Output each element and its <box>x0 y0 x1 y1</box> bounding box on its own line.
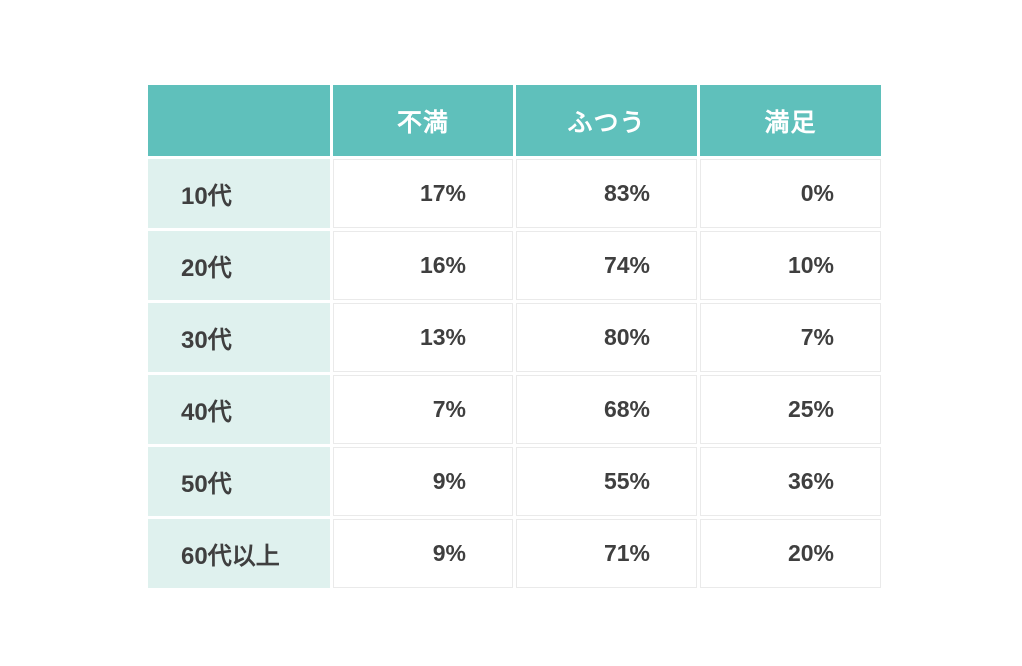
header-cell-neutral: ふつう <box>516 85 697 156</box>
value-cell: 7% <box>700 303 881 372</box>
value-cell: 83% <box>516 159 697 228</box>
value-cell: 71% <box>516 519 697 588</box>
row-label-cell: 20代 <box>148 231 330 300</box>
value-cell: 7% <box>333 375 513 444</box>
value-cell: 10% <box>700 231 881 300</box>
value-cell: 55% <box>516 447 697 516</box>
value-cell: 36% <box>700 447 881 516</box>
satisfaction-by-age-table: 不満 ふつう 満足 10代 17% 83% 0% 20代 16% 74% 10%… <box>148 85 881 588</box>
value-cell: 17% <box>333 159 513 228</box>
value-cell: 80% <box>516 303 697 372</box>
value-cell: 16% <box>333 231 513 300</box>
value-cell: 9% <box>333 447 513 516</box>
value-cell: 74% <box>516 231 697 300</box>
header-cell-dissatisfied: 不満 <box>333 85 513 156</box>
value-cell: 68% <box>516 375 697 444</box>
header-cell-empty <box>148 85 330 156</box>
value-cell: 9% <box>333 519 513 588</box>
row-label-cell: 50代 <box>148 447 330 516</box>
value-cell: 20% <box>700 519 881 588</box>
row-label-cell: 60代以上 <box>148 519 330 588</box>
value-cell: 25% <box>700 375 881 444</box>
value-cell: 13% <box>333 303 513 372</box>
header-cell-satisfied: 満足 <box>700 85 881 156</box>
row-label-cell: 30代 <box>148 303 330 372</box>
value-cell: 0% <box>700 159 881 228</box>
row-label-cell: 40代 <box>148 375 330 444</box>
row-label-cell: 10代 <box>148 159 330 228</box>
